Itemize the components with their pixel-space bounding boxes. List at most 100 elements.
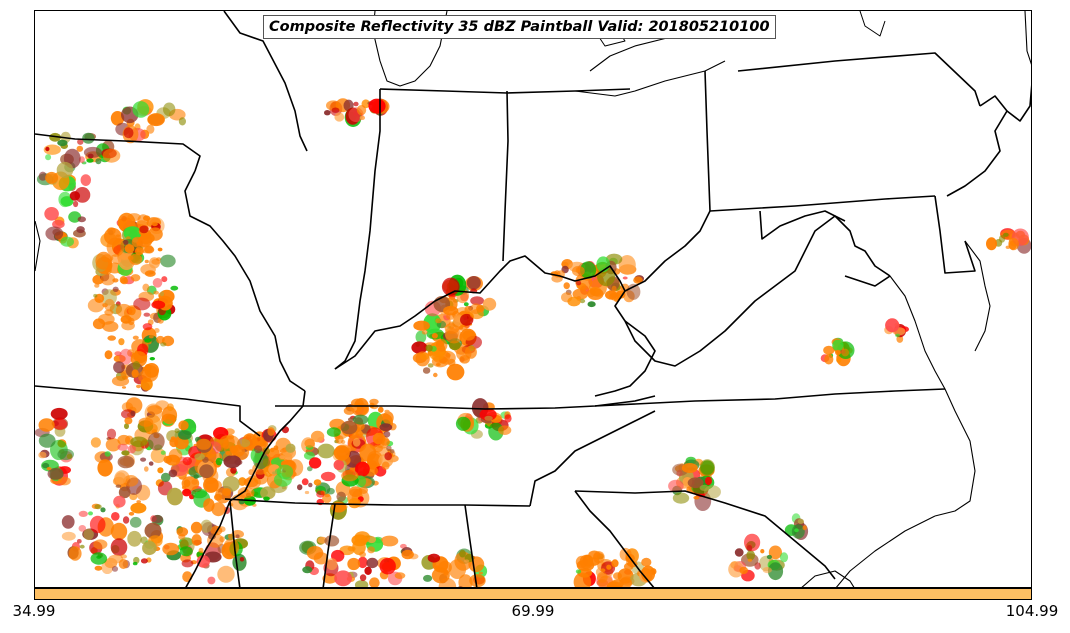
storm-cell <box>113 495 126 508</box>
storm-cell <box>110 111 125 126</box>
storm-cell <box>687 477 704 489</box>
storm-cell <box>279 455 286 460</box>
tennessee-north-carolina-border <box>529 410 656 507</box>
storm-cell <box>104 298 115 312</box>
storm-cell <box>151 515 163 523</box>
storm-cell <box>107 335 116 341</box>
storm-cell <box>747 558 753 562</box>
storm-cell <box>38 171 47 181</box>
storm-cell <box>93 293 98 298</box>
storm-cell <box>168 469 178 478</box>
storm-cell <box>462 330 476 341</box>
storm-cell <box>182 571 193 583</box>
storm-cell <box>572 265 585 277</box>
storm-cell <box>324 535 340 547</box>
storm-cell <box>121 450 130 456</box>
storm-cell <box>129 493 138 501</box>
storm-cell <box>421 330 428 335</box>
storm-cell <box>95 158 102 165</box>
storm-cell <box>182 456 192 466</box>
storm-cell <box>144 270 156 277</box>
storm-cell <box>222 476 240 492</box>
storm-cell <box>45 171 59 184</box>
storm-cell <box>767 562 784 581</box>
storm-cell <box>693 495 700 500</box>
storm-cell <box>598 575 614 587</box>
storm-cell <box>118 559 129 569</box>
storm-cell <box>123 475 139 487</box>
storm-cell <box>306 546 324 560</box>
storm-cell <box>38 418 55 432</box>
ohio-pennsylvania-border <box>704 70 711 212</box>
storm-cell <box>159 291 165 297</box>
storm-cell <box>470 296 484 306</box>
storm-cell <box>326 558 338 571</box>
storm-cell <box>464 305 472 314</box>
georgia-border <box>464 504 478 587</box>
storm-cell <box>144 466 149 472</box>
storm-cell <box>199 464 214 479</box>
storm-cell <box>77 216 86 223</box>
map-canvas <box>35 11 1031 587</box>
storm-cell <box>394 572 406 579</box>
storm-cell <box>69 191 81 201</box>
storm-cell <box>151 221 158 227</box>
storm-cell <box>149 334 154 339</box>
storm-cell <box>823 345 835 355</box>
virginia-north-carolina-border <box>594 388 946 407</box>
storm-cell <box>203 498 215 512</box>
storm-cell <box>768 545 783 560</box>
mississippi-river <box>185 390 306 587</box>
storm-cell <box>142 541 157 556</box>
storm-cell <box>372 432 386 445</box>
storm-cell <box>427 553 441 563</box>
storm-cell <box>580 261 597 279</box>
storm-cell <box>622 276 628 280</box>
west-virginia-virginia-border <box>614 215 891 367</box>
storm-cell <box>147 113 165 127</box>
storm-cell <box>349 486 363 497</box>
chesapeake-bay <box>889 275 976 517</box>
storm-cell <box>469 574 486 587</box>
storm-cell <box>223 538 240 557</box>
storm-cell <box>104 350 113 360</box>
storm-cell <box>132 335 139 340</box>
storm-cell <box>322 573 338 584</box>
storm-cell <box>384 409 390 413</box>
storm-cell <box>308 457 322 469</box>
storm-cell <box>105 438 121 452</box>
storm-cell <box>102 148 121 163</box>
storm-cell <box>82 132 95 144</box>
colorbar <box>34 588 1032 600</box>
bottom-coast <box>801 570 855 587</box>
storm-cell <box>422 367 431 374</box>
storm-cell <box>366 557 379 569</box>
storm-cell <box>998 235 1006 243</box>
storm-cell <box>381 461 390 470</box>
storm-cell <box>198 547 204 554</box>
storm-cell <box>174 428 180 434</box>
storm-cell <box>239 557 245 562</box>
top-right-coast <box>1024 11 1031 65</box>
storm-cell <box>633 276 643 284</box>
storm-cell <box>45 146 50 152</box>
storm-cell <box>89 515 106 534</box>
storm-cell <box>156 335 165 344</box>
storm-cell <box>384 452 393 461</box>
storm-cell <box>191 427 197 433</box>
storm-cell <box>504 414 512 423</box>
storm-cell <box>141 365 159 382</box>
storm-cell <box>334 570 352 587</box>
storm-cell <box>196 555 210 568</box>
storm-cell <box>128 306 136 316</box>
wisconsin-illinois-border <box>35 133 201 172</box>
storm-cell <box>146 124 155 134</box>
storm-cell <box>130 436 148 448</box>
storm-cell <box>162 542 180 556</box>
storm-cell <box>86 158 94 163</box>
storm-cell <box>263 496 270 501</box>
storm-cell <box>160 254 176 268</box>
storm-cell <box>802 525 807 531</box>
storm-cell <box>94 504 102 510</box>
storm-cell <box>136 384 141 389</box>
